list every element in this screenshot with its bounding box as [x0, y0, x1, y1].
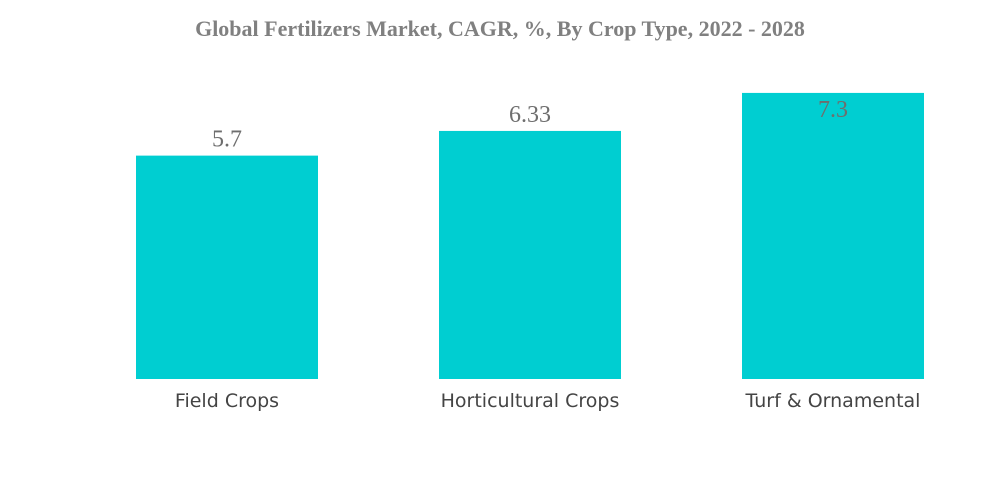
- category-labels-layer: Field Crops Horticultural Crops Turf & Orn…: [175, 390, 921, 412]
- value-labels-layer: 5.7 6.33 7.3: [212, 97, 848, 153]
- bar-0: [136, 155, 318, 379]
- value-label-2: 7.3: [818, 97, 848, 123]
- bar-2: [742, 92, 924, 380]
- category-label-0: Field Crops: [175, 390, 279, 412]
- category-label-2: Turf & Ornamental: [745, 390, 921, 412]
- category-label-1: Horticultural Crops: [441, 390, 620, 412]
- value-label-0: 5.7: [212, 127, 242, 153]
- chart-title: Global Fertilizers Market, CAGR, %, By C…: [195, 16, 805, 41]
- bars-layer: [136, 92, 924, 380]
- value-label-1: 6.33: [509, 102, 551, 128]
- bar-1: [439, 130, 621, 379]
